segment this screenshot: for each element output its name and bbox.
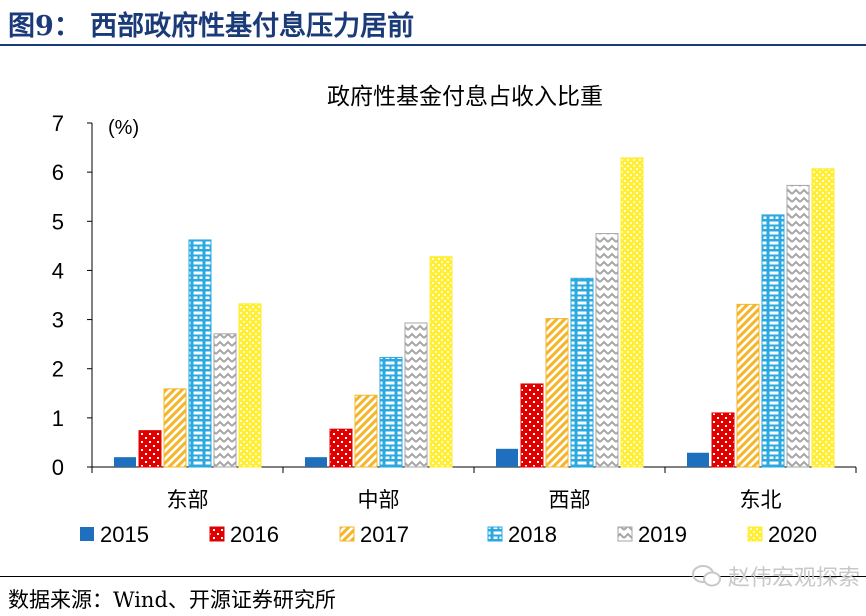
source-note: 数据来源：Wind、开源证券研究所 [8, 588, 336, 612]
legend: 2015 2016 2017 2018 2019 2020 [80, 522, 817, 547]
bar-2017-中部 [354, 394, 378, 468]
footer-rule [0, 576, 866, 577]
y-tick-label: 4 [52, 258, 64, 283]
x-category-label: 东北 [740, 488, 782, 512]
bar-2016-东北 [711, 412, 735, 468]
chart-title: 政府性基金付息占收入比重 [327, 84, 603, 110]
bar-2016-西部 [520, 383, 544, 468]
bar-2018-东北 [761, 214, 785, 468]
bar-2015-东北 [687, 452, 709, 467]
y-tick-label: 7 [52, 111, 64, 136]
bar-2015-东部 [114, 457, 136, 467]
bar-2018-东部 [188, 239, 212, 468]
legend-label-2015: 2015 [100, 522, 149, 547]
legend-swatch-2020 [747, 526, 763, 542]
y-axis-unit-label: (%) [108, 117, 139, 139]
y-tick-label: 1 [52, 406, 64, 431]
figure-title: 图9： 西部政府性基付息压力居前 [8, 11, 415, 42]
bar-2015-中部 [305, 457, 327, 467]
bar-2020-东北 [811, 168, 835, 468]
y-tick-label: 6 [52, 160, 64, 185]
legend-swatch-2017 [339, 526, 355, 542]
y-tick-label: 2 [52, 357, 64, 382]
bar-2016-中部 [329, 428, 353, 468]
axes: 0 1 2 3 4 5 6 7 东部 中部 西部 东北 [52, 111, 857, 512]
bar-2019-东北 [786, 184, 810, 468]
y-tick-label: 0 [52, 455, 64, 480]
figure-header: 图9： 西部政府性基付息压力居前 [0, 0, 866, 48]
x-category-label: 中部 [358, 488, 400, 512]
bar-2017-东部 [163, 388, 187, 468]
bar-2019-东部 [213, 333, 237, 468]
legend-label-2020: 2020 [768, 522, 817, 547]
legend-swatch-2019 [617, 526, 633, 542]
bar-2020-东部 [238, 303, 262, 468]
bar-2019-西部 [595, 233, 619, 468]
bar-2017-西部 [545, 318, 569, 468]
legend-swatch-2016 [209, 526, 225, 542]
bar-2016-东部 [138, 430, 162, 468]
y-tick-label: 3 [52, 308, 64, 333]
watermark-text: 赵伟宏观探索 [727, 566, 860, 591]
y-tick-label: 5 [52, 209, 64, 234]
bars [114, 157, 835, 468]
watermark: 赵伟宏观探索 [691, 560, 860, 592]
bar-2020-中部 [429, 256, 453, 468]
legend-swatch-2015 [80, 527, 94, 541]
bar-2018-中部 [379, 356, 403, 468]
legend-label-2017: 2017 [360, 522, 409, 547]
legend-label-2016: 2016 [230, 522, 279, 547]
wechat-icon [691, 565, 721, 587]
legend-swatch-2018 [487, 526, 503, 542]
legend-label-2019: 2019 [638, 522, 687, 547]
x-category-label: 东部 [167, 488, 209, 512]
x-category-label: 西部 [549, 488, 591, 512]
header-rule [0, 44, 866, 46]
bar-2017-东北 [736, 303, 760, 468]
bar-2019-中部 [404, 322, 428, 468]
bar-2015-西部 [496, 448, 518, 467]
bar-2020-西部 [620, 157, 644, 468]
bar-2018-西部 [570, 277, 594, 468]
legend-label-2018: 2018 [508, 522, 557, 547]
